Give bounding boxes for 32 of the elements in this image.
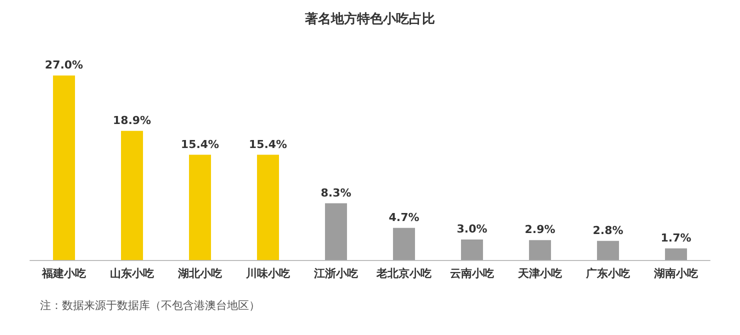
x-tick-label: 云南小吃 <box>450 267 494 280</box>
data-label: 27.0% <box>44 58 84 72</box>
data-label: 4.7% <box>388 210 420 224</box>
bar <box>121 130 143 260</box>
text: 注：数据来源于数据库（不包含港澳台地区） <box>40 299 260 312</box>
x-tick-label: 川味小吃 <box>245 267 290 280</box>
x-tick-label: 湖南小吃 <box>653 267 698 280</box>
bar <box>597 240 619 260</box>
data-label: 15.4% <box>180 138 220 151</box>
bar <box>189 154 211 260</box>
bar <box>53 76 75 260</box>
data-label: 2.8% <box>592 224 624 237</box>
x-tick-label: 天津小吃 <box>517 267 562 280</box>
data-label: 15.4% <box>248 138 288 151</box>
x-tick-label: 湖北小吃 <box>177 267 222 280</box>
data-label: 2.9% <box>524 223 556 236</box>
data-label: 8.3% <box>320 186 352 200</box>
bar <box>665 248 687 260</box>
bar <box>529 240 551 260</box>
bar <box>257 154 279 260</box>
x-tick-label: 江浙小吃 <box>313 267 358 280</box>
x-tick-label: 福建小吃 <box>41 267 86 280</box>
data-label: 18.9% <box>112 114 152 127</box>
bar <box>325 203 347 260</box>
x-tick-label: 老北京小吃 <box>376 267 432 280</box>
x-tick-label: 广东小吃 <box>585 267 630 280</box>
chart-title: 著名地方特色小吃占比 <box>304 11 435 27</box>
bar <box>461 240 483 260</box>
x-tick-label: 山东小吃 <box>110 267 154 280</box>
data-label: 1.7% <box>660 231 692 244</box>
bar <box>393 228 415 260</box>
data-label: 3.0% <box>456 222 488 236</box>
